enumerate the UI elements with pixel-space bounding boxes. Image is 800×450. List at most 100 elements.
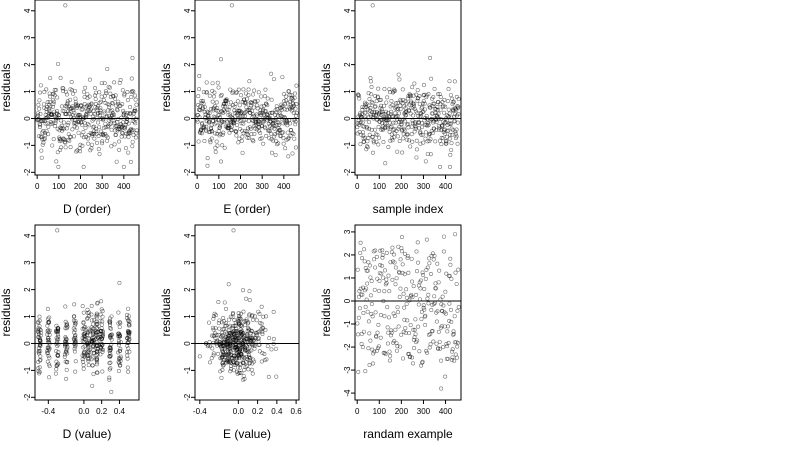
data-point	[280, 75, 285, 80]
data-point	[91, 131, 96, 136]
data-point	[455, 141, 460, 146]
data-point	[225, 107, 230, 112]
data-point	[410, 139, 415, 144]
data-point	[221, 130, 226, 135]
data-point	[118, 78, 123, 83]
data-point	[97, 125, 102, 130]
data-point	[100, 314, 105, 319]
data-point	[415, 240, 420, 245]
data-point	[209, 136, 214, 141]
data-point	[434, 119, 439, 124]
data-point	[96, 336, 101, 341]
data-point	[287, 121, 292, 126]
data-point	[257, 121, 262, 126]
data-point	[58, 148, 63, 153]
data-point	[85, 92, 90, 97]
data-point	[119, 134, 124, 139]
data-point	[65, 359, 70, 364]
x-tick-label: -0.4	[193, 407, 207, 416]
data-point	[85, 330, 90, 335]
data-point	[382, 87, 387, 92]
data-point	[444, 141, 449, 146]
data-point	[239, 121, 244, 126]
points	[35, 3, 139, 169]
data-point	[233, 320, 238, 325]
data-point	[216, 299, 221, 304]
data-point	[415, 98, 420, 103]
data-point	[389, 124, 394, 129]
data-point	[104, 91, 109, 96]
data-point	[404, 295, 409, 300]
data-point	[97, 110, 102, 115]
data-point	[117, 357, 122, 362]
data-point	[388, 260, 393, 265]
data-point	[252, 132, 257, 137]
data-point	[44, 87, 49, 92]
data-point	[97, 90, 102, 95]
data-point	[280, 130, 285, 135]
data-point	[276, 141, 281, 146]
data-point	[447, 164, 452, 169]
data-point	[72, 323, 77, 328]
data-point	[271, 309, 276, 314]
data-point	[64, 349, 69, 354]
data-point	[447, 111, 452, 116]
data-point	[396, 106, 401, 111]
data-point	[209, 333, 214, 338]
data-point	[396, 120, 401, 125]
data-point	[429, 76, 434, 81]
data-point	[100, 369, 105, 374]
data-point	[456, 97, 461, 102]
y-tick-label: -2	[23, 393, 32, 401]
data-point	[116, 310, 121, 315]
data-point	[94, 326, 99, 331]
y-tick-label: -4	[343, 389, 352, 397]
data-point	[408, 354, 413, 359]
data-point	[384, 109, 389, 114]
data-point	[81, 164, 86, 169]
data-point	[407, 298, 412, 303]
data-point	[431, 302, 436, 307]
data-point	[449, 319, 454, 324]
data-point	[293, 106, 298, 111]
data-point	[217, 125, 222, 130]
data-point	[356, 369, 361, 374]
data-point	[222, 145, 227, 150]
data-point	[379, 263, 384, 268]
data-point	[408, 94, 413, 99]
data-point	[74, 149, 79, 154]
data-point	[404, 137, 409, 142]
y-tick-label: 1	[183, 314, 192, 319]
data-point	[118, 347, 123, 352]
data-point	[368, 338, 373, 343]
data-point	[432, 294, 437, 299]
data-point	[411, 327, 416, 332]
data-point	[382, 103, 387, 108]
data-point	[453, 270, 458, 275]
data-point	[453, 131, 458, 136]
data-point	[89, 357, 94, 362]
data-point	[438, 107, 443, 112]
data-point	[219, 119, 224, 124]
data-point	[414, 147, 419, 152]
data-point	[247, 358, 252, 363]
data-point	[47, 320, 52, 325]
data-point	[81, 130, 86, 135]
data-point	[90, 363, 95, 368]
data-point	[110, 101, 115, 106]
data-point	[270, 118, 275, 123]
data-point	[434, 319, 439, 324]
data-point	[129, 90, 134, 95]
data-point	[445, 134, 450, 139]
data-point	[212, 90, 217, 95]
data-point	[126, 150, 131, 155]
data-point	[274, 142, 279, 147]
data-point	[130, 55, 135, 60]
data-point	[209, 129, 214, 134]
data-point	[431, 95, 436, 100]
data-point	[235, 365, 240, 370]
data-point	[448, 93, 453, 98]
data-point	[456, 111, 461, 116]
plot-frame	[354, 224, 462, 401]
data-point	[38, 342, 43, 347]
